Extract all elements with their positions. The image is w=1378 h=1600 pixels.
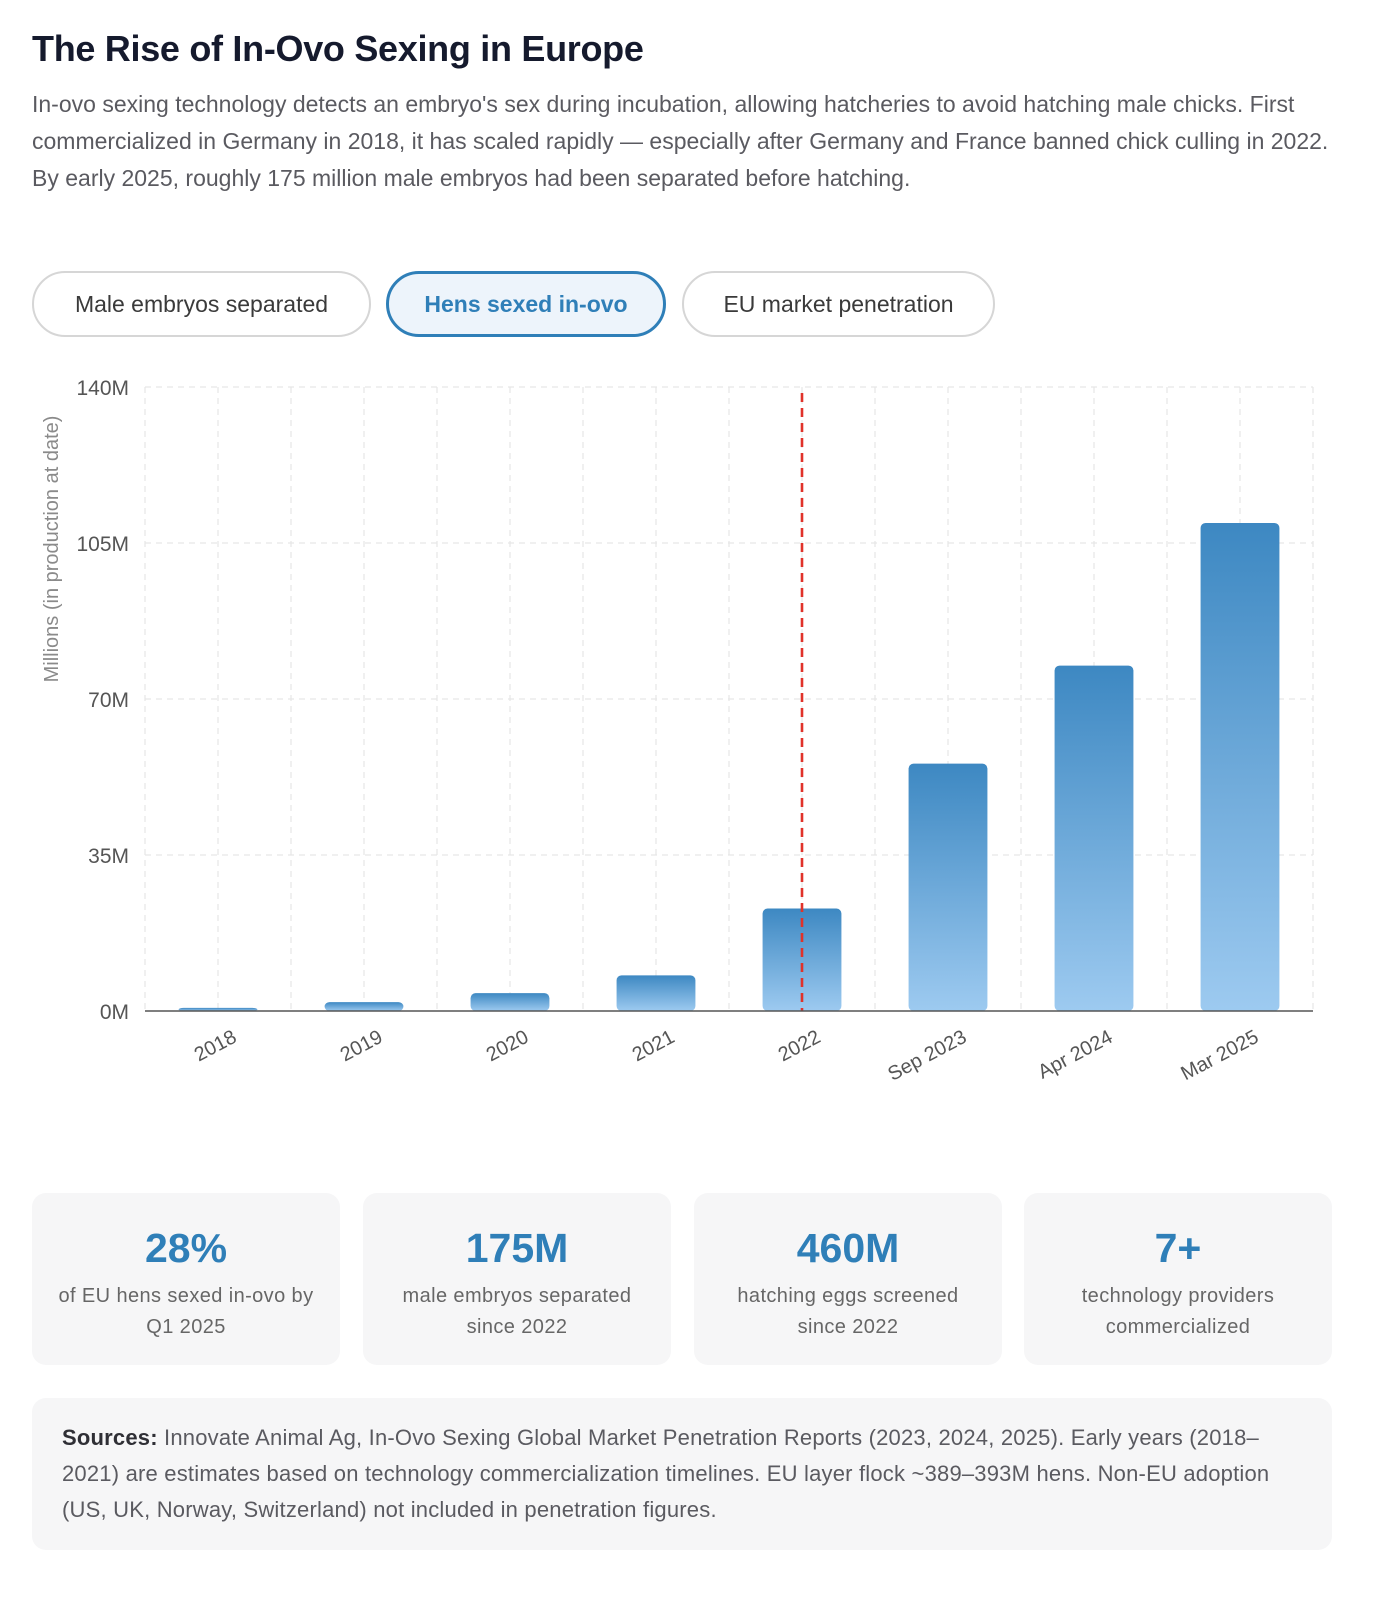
stat-value: 7+ bbox=[1154, 1225, 1202, 1271]
tab-male-embryos-separated[interactable]: Male embryos separated bbox=[32, 271, 371, 337]
stat-value: 460M bbox=[796, 1225, 900, 1271]
bar-mar-2025 bbox=[1200, 522, 1280, 1011]
bar-2021 bbox=[616, 975, 696, 1011]
y-tick-label: 140M bbox=[76, 377, 129, 400]
stat-label: technology providers commercialized bbox=[1081, 1285, 1275, 1338]
tab-eu-market-penetration[interactable]: EU market penetration bbox=[682, 271, 995, 337]
sources-label: Sources: bbox=[62, 1425, 158, 1450]
stat-label: male embryos separated since 2022 bbox=[402, 1285, 632, 1338]
y-axis-label: Millions (in production at date) bbox=[41, 416, 63, 683]
bar-chart: 0M 35M 70M 105M 140M 2018 2019 2020 2021 2022 Sep … bbox=[41, 377, 1314, 1086]
x-tick-label: Apr 2024 bbox=[1034, 1026, 1116, 1084]
stat-card-male-embryos: 175M male embryos separated since 2022 bbox=[363, 1193, 671, 1365]
y-tick-label: 105M bbox=[76, 533, 129, 556]
stat-label: hatching eggs screened since 2022 bbox=[737, 1285, 959, 1338]
stat-card-providers: 7+ technology providers commercialized bbox=[1024, 1193, 1332, 1365]
stat-label: of EU hens sexed in-ovo by Q1 2025 bbox=[58, 1285, 314, 1338]
stat-card-eggs-screened: 460M hatching eggs screened since 2022 bbox=[694, 1193, 1002, 1365]
bar-2020 bbox=[470, 993, 550, 1011]
page-title: The Rise of In-Ovo Sexing in Europe bbox=[32, 28, 644, 69]
stat-card-eu-hens: 28% of EU hens sexed in-ovo by Q1 2025 bbox=[32, 1193, 340, 1365]
bar-sep-2023 bbox=[908, 763, 988, 1011]
x-tick-label: 2022 bbox=[775, 1026, 825, 1066]
x-tick-label: 2019 bbox=[337, 1026, 387, 1066]
bar-apr-2024 bbox=[1054, 665, 1134, 1011]
x-tick-label: Mar 2025 bbox=[1177, 1026, 1262, 1085]
x-tick-label: Sep 2023 bbox=[884, 1026, 970, 1086]
y-tick-label: 0M bbox=[100, 1001, 129, 1024]
stat-value: 175M bbox=[465, 1225, 569, 1271]
y-tick-label: 70M bbox=[88, 689, 129, 712]
intro-paragraph: In-ovo sexing technology detects an embr… bbox=[32, 91, 1329, 191]
sources-text: Innovate Animal Ag, In-Ovo Sexing Global… bbox=[62, 1425, 1270, 1522]
sources-note: Sources: Innovate Animal Ag, In-Ovo Sexi… bbox=[32, 1398, 1332, 1550]
y-tick-label: 35M bbox=[88, 845, 129, 868]
bar-2019 bbox=[324, 1002, 404, 1011]
stat-value: 28% bbox=[144, 1225, 228, 1271]
x-tick-label: 2020 bbox=[483, 1026, 533, 1066]
tab-hens-sexed-in-ovo[interactable]: Hens sexed in-ovo bbox=[386, 271, 666, 337]
bar-2022 bbox=[762, 908, 842, 1011]
x-tick-label: 2021 bbox=[629, 1026, 679, 1066]
x-tick-label: 2018 bbox=[191, 1026, 241, 1066]
